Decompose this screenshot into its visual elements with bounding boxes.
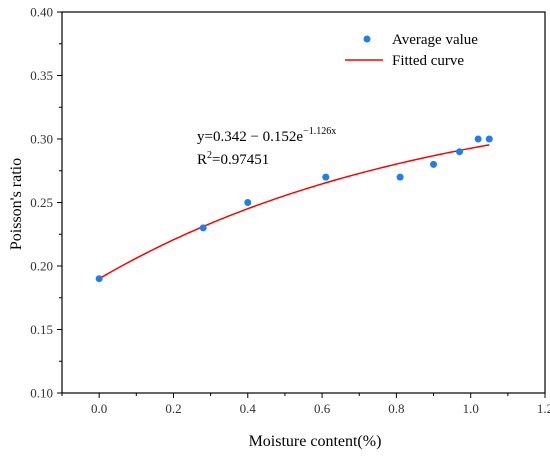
x-tick-label: 0.8 (388, 401, 404, 416)
y-tick-label: 0.20 (30, 259, 53, 274)
r-squared-value: =0.97451 (212, 152, 269, 168)
data-point (199, 224, 207, 232)
data-point (95, 275, 103, 283)
data-point (485, 135, 493, 143)
fitted-curve (98, 144, 490, 280)
data-point (244, 199, 252, 206)
data-point (474, 135, 482, 143)
y-tick-label: 0.35 (30, 68, 53, 83)
data-point (430, 160, 438, 168)
legend: Average value Fitted curve (345, 32, 478, 69)
y-tick-label: 0.40 (30, 5, 53, 20)
data-point (322, 173, 330, 181)
y-tick-label: 0.10 (30, 386, 53, 401)
y-tick-label: 0.15 (30, 322, 53, 337)
x-tick-label: 0.4 (240, 401, 257, 416)
plot-border (61, 11, 546, 394)
x-tick-label: 1.0 (463, 401, 479, 416)
fit-equation: y=0.342 − 0.152e−1.126x (197, 126, 336, 145)
plot-frame (61, 11, 546, 394)
x-axis-title: Moisture content(%) (249, 433, 382, 450)
fitted-curve-layer (98, 144, 490, 280)
x-tick-label: 1.2 (537, 401, 550, 416)
r-squared-sup: 2 (207, 150, 212, 161)
data-points-layer (95, 135, 493, 283)
data-point (396, 173, 404, 181)
legend-label-fitted: Fitted curve (392, 53, 464, 69)
data-point (456, 148, 464, 156)
y-tick-label: 0.25 (30, 195, 53, 210)
y-axis-ticks: 0.10 0.15 0.20 0.25 0.30 0.35 0.40 (30, 5, 62, 401)
x-axis-ticks: 0.0 0.2 0.4 0.6 0.8 1.0 1.2 (61, 393, 550, 416)
legend-marker-average (363, 35, 371, 43)
fit-equation-exponent: −1.126x (303, 126, 336, 137)
x-tick-label: 0.2 (165, 401, 181, 416)
y-axis-title: Poisson's ratio (8, 158, 25, 250)
y-tick-label: 0.30 (30, 132, 53, 147)
x-tick-label: 0.6 (314, 401, 331, 416)
r-squared-prefix: R (197, 152, 207, 168)
r-squared-label: R2=0.97451 (197, 150, 269, 168)
fit-equation-base: y=0.342 − 0.152e (197, 129, 303, 145)
x-tick-label: 0.0 (91, 401, 107, 416)
legend-label-average: Average value (392, 32, 478, 48)
